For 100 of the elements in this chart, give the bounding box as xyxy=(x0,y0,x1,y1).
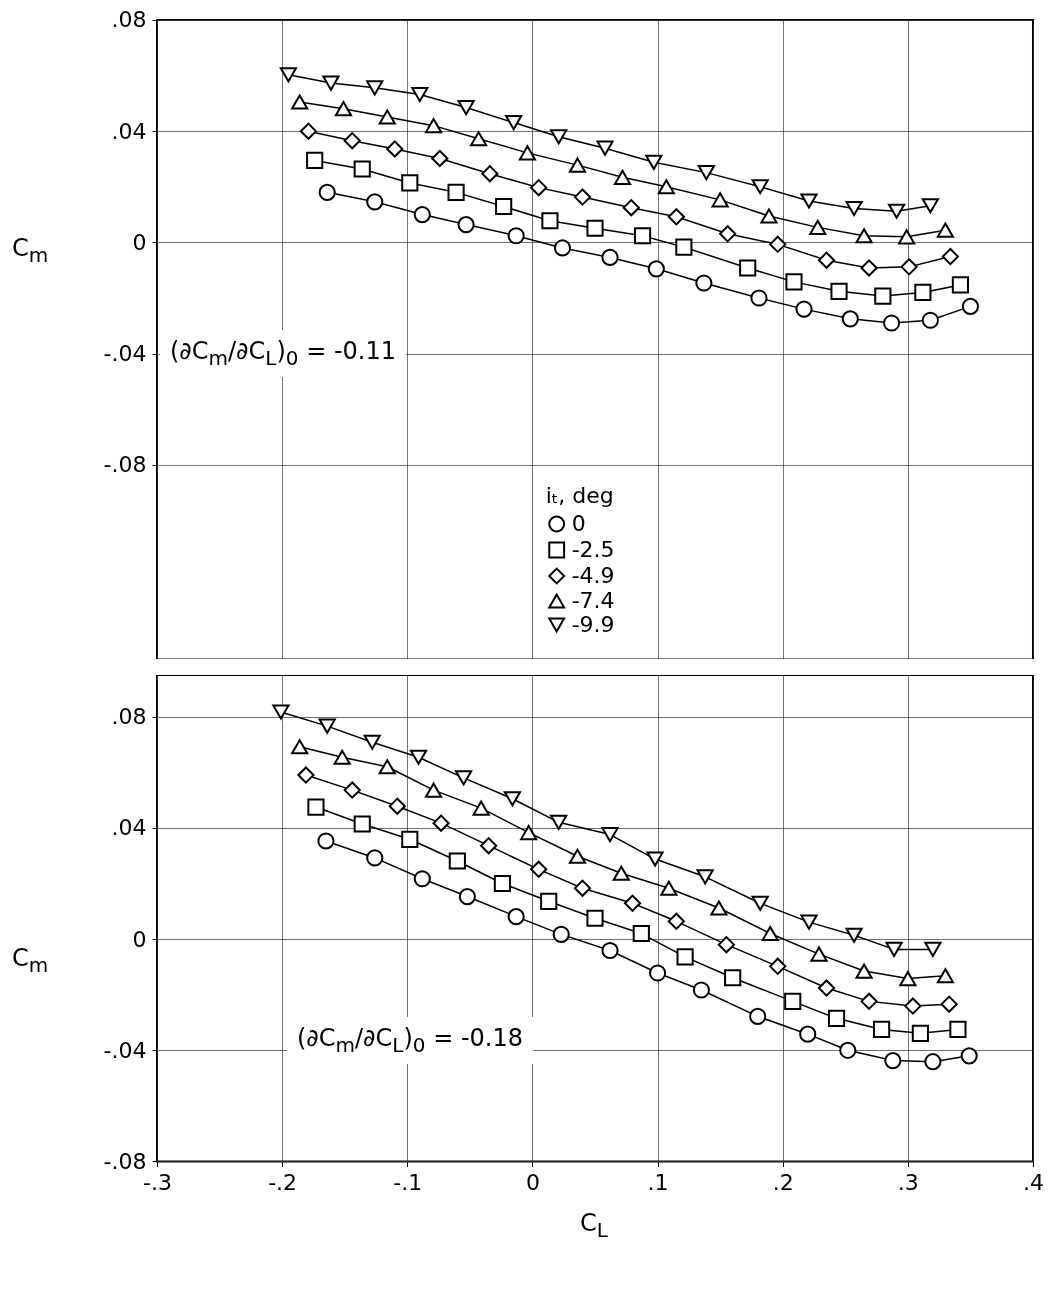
point xyxy=(667,913,685,931)
point xyxy=(632,925,650,943)
point xyxy=(366,849,384,867)
point xyxy=(481,165,499,183)
point xyxy=(299,122,318,140)
point xyxy=(586,219,604,237)
point xyxy=(307,798,325,817)
point xyxy=(941,247,959,266)
x-tick-label: .1 xyxy=(647,1170,669,1196)
point xyxy=(343,781,361,800)
point xyxy=(613,169,632,185)
point xyxy=(343,132,361,150)
point xyxy=(855,228,873,244)
point xyxy=(518,145,537,161)
point xyxy=(401,174,419,192)
point xyxy=(334,101,353,117)
point xyxy=(401,831,419,849)
point xyxy=(750,289,768,307)
point xyxy=(667,208,685,226)
point xyxy=(306,151,324,169)
y-tick-label: .08 xyxy=(111,7,147,33)
point xyxy=(872,1021,891,1039)
point xyxy=(424,782,443,799)
point xyxy=(719,225,737,243)
point xyxy=(940,995,958,1014)
point xyxy=(855,963,873,980)
point xyxy=(795,300,813,318)
y-tick-label: .08 xyxy=(111,704,147,730)
point xyxy=(660,881,678,897)
point xyxy=(717,936,735,954)
point xyxy=(960,1047,978,1065)
point xyxy=(586,910,604,928)
x-axis-title: C$_{L}$ xyxy=(580,1208,608,1242)
point xyxy=(949,1021,967,1039)
point xyxy=(432,814,450,833)
point xyxy=(961,297,980,315)
point xyxy=(378,109,396,125)
point xyxy=(541,212,559,230)
point xyxy=(647,260,665,278)
point xyxy=(447,183,465,201)
point xyxy=(573,188,592,206)
point xyxy=(911,1025,929,1043)
point xyxy=(386,140,404,158)
point xyxy=(623,895,642,913)
point xyxy=(800,193,818,209)
point xyxy=(809,219,827,235)
y-axis-title: C$_{m}$ xyxy=(12,234,49,267)
point xyxy=(710,900,728,916)
point xyxy=(845,928,863,944)
y-tick-label: 0 xyxy=(132,229,147,255)
point xyxy=(409,750,428,766)
point xyxy=(279,67,297,83)
point xyxy=(601,827,619,843)
point xyxy=(860,259,878,277)
point xyxy=(480,837,498,855)
point xyxy=(904,997,922,1016)
point xyxy=(291,94,309,110)
point xyxy=(322,75,340,91)
point xyxy=(366,80,384,96)
legend-title: iₜ, deg xyxy=(545,482,614,508)
point xyxy=(503,791,521,807)
point xyxy=(540,893,558,911)
point xyxy=(366,193,384,211)
point xyxy=(675,238,693,256)
point xyxy=(318,183,336,201)
point xyxy=(458,888,476,906)
point xyxy=(495,197,513,216)
point xyxy=(388,798,406,816)
point xyxy=(951,276,969,294)
point xyxy=(530,861,548,879)
point xyxy=(936,222,954,238)
point xyxy=(830,282,848,300)
point xyxy=(739,259,757,277)
point xyxy=(318,718,336,735)
point xyxy=(411,86,429,103)
point xyxy=(568,157,587,173)
point xyxy=(457,100,475,116)
point xyxy=(827,1010,846,1028)
point xyxy=(769,958,787,976)
point xyxy=(363,735,381,751)
point xyxy=(553,239,572,257)
point xyxy=(493,875,511,893)
point xyxy=(457,216,475,234)
point xyxy=(455,770,473,786)
point xyxy=(550,129,568,145)
point xyxy=(817,251,836,269)
point xyxy=(297,766,315,785)
legend-label: -2.5 xyxy=(571,536,615,562)
point xyxy=(353,160,371,178)
point xyxy=(413,870,431,888)
point xyxy=(769,235,787,253)
point xyxy=(552,926,570,944)
point xyxy=(898,229,916,245)
point xyxy=(507,227,525,245)
legend-label: -7.4 xyxy=(571,587,615,613)
point xyxy=(749,1008,767,1026)
point xyxy=(507,908,525,926)
x-tick-label: -.1 xyxy=(393,1170,423,1196)
point xyxy=(888,203,906,219)
point xyxy=(413,206,431,224)
